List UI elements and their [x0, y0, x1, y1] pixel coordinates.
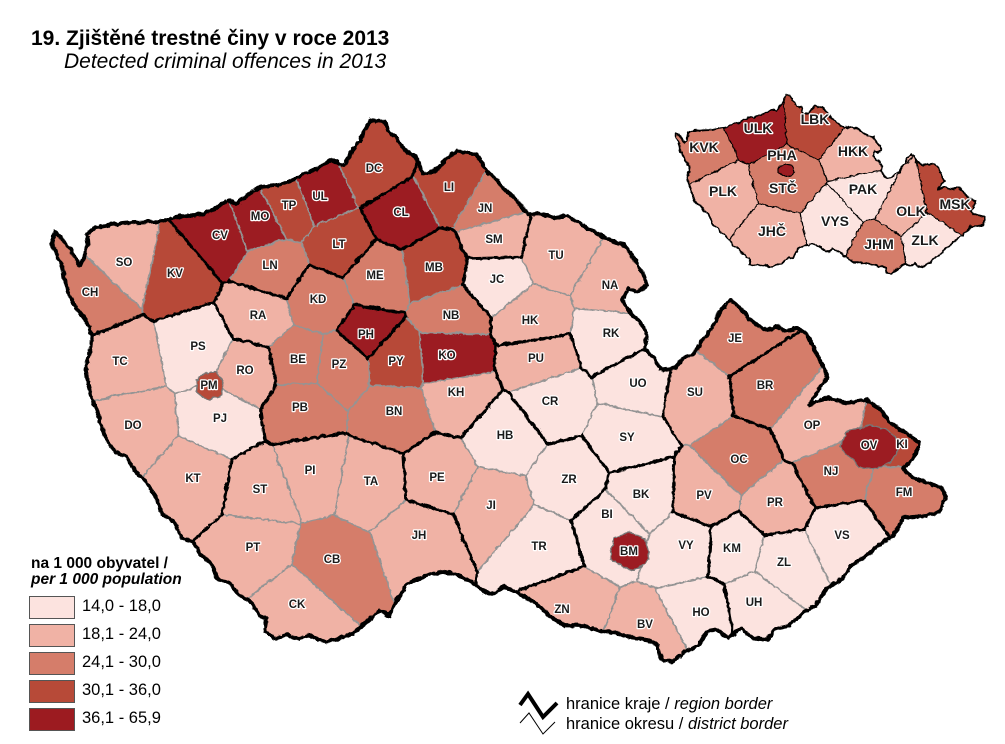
svg-text:ZLK: ZLK: [911, 232, 938, 248]
svg-text:ZR: ZR: [561, 474, 577, 486]
svg-text:CL: CL: [393, 207, 408, 219]
svg-text:ME: ME: [366, 270, 384, 282]
svg-text:PE: PE: [429, 472, 445, 484]
svg-text:SO: SO: [116, 257, 133, 269]
svg-text:KI: KI: [896, 439, 908, 451]
svg-text:ULK: ULK: [744, 120, 773, 136]
svg-text:CV: CV: [212, 230, 228, 242]
svg-text:JHČ: JHČ: [758, 222, 786, 239]
svg-text:OP: OP: [804, 420, 821, 432]
svg-text:TP: TP: [282, 200, 297, 212]
svg-text:CB: CB: [324, 554, 341, 566]
svg-text:JC: JC: [490, 274, 505, 286]
svg-text:ZN: ZN: [554, 604, 569, 616]
svg-text:FM: FM: [896, 487, 913, 499]
svg-text:KO: KO: [438, 350, 455, 362]
svg-text:VS: VS: [834, 530, 850, 542]
svg-text:CH: CH: [82, 287, 99, 299]
svg-text:JHM: JHM: [864, 236, 894, 252]
svg-text:JI: JI: [486, 500, 496, 512]
svg-text:NJ: NJ: [824, 466, 839, 478]
svg-text:OV: OV: [861, 440, 878, 452]
svg-text:PR: PR: [767, 497, 784, 509]
svg-text:NA: NA: [602, 280, 619, 292]
svg-text:BE: BE: [290, 354, 306, 366]
svg-text:UL: UL: [312, 191, 327, 203]
svg-text:BR: BR: [757, 380, 774, 392]
svg-text:PH: PH: [358, 329, 374, 341]
svg-text:LI: LI: [444, 182, 454, 194]
svg-text:LN: LN: [262, 260, 277, 272]
svg-text:PT: PT: [246, 542, 261, 554]
svg-text:OC: OC: [730, 454, 747, 466]
svg-text:MO: MO: [251, 211, 270, 223]
svg-text:TU: TU: [548, 250, 563, 262]
svg-text:RK: RK: [603, 328, 620, 340]
svg-text:KT: KT: [185, 473, 200, 485]
svg-text:PJ: PJ: [213, 413, 227, 425]
svg-text:BV: BV: [637, 619, 653, 631]
svg-text:KM: KM: [723, 543, 741, 555]
svg-text:UH: UH: [746, 597, 763, 609]
svg-text:KVK: KVK: [689, 139, 719, 155]
svg-text:DC: DC: [366, 163, 383, 175]
svg-text:HB: HB: [497, 430, 514, 442]
svg-text:KH: KH: [448, 387, 465, 399]
svg-text:JE: JE: [728, 333, 742, 345]
svg-text:JH: JH: [412, 530, 427, 542]
svg-text:PY: PY: [388, 356, 404, 368]
svg-text:TR: TR: [531, 541, 547, 553]
svg-text:PB: PB: [292, 402, 308, 414]
svg-text:PS: PS: [190, 341, 206, 353]
svg-text:HO: HO: [692, 607, 709, 619]
svg-text:STČ: STČ: [769, 179, 797, 196]
svg-text:TA: TA: [364, 476, 378, 488]
svg-text:RO: RO: [236, 365, 253, 377]
svg-text:TC: TC: [112, 356, 127, 368]
svg-text:BM: BM: [620, 546, 638, 558]
svg-text:PAK: PAK: [849, 181, 878, 197]
svg-text:BN: BN: [386, 406, 403, 418]
svg-text:BI: BI: [601, 509, 613, 521]
svg-text:HK: HK: [522, 315, 539, 327]
svg-text:BK: BK: [633, 489, 650, 501]
svg-text:PLK: PLK: [709, 183, 737, 199]
svg-text:SM: SM: [485, 234, 502, 246]
svg-text:RA: RA: [250, 310, 267, 322]
svg-text:SU: SU: [687, 387, 703, 399]
svg-text:CR: CR: [542, 396, 559, 408]
svg-text:VY: VY: [678, 540, 694, 552]
svg-text:UO: UO: [629, 378, 646, 390]
svg-text:PI: PI: [305, 465, 316, 477]
svg-text:PV: PV: [696, 490, 712, 502]
svg-text:KD: KD: [310, 294, 327, 306]
svg-text:PM: PM: [200, 380, 217, 392]
svg-text:MB: MB: [425, 262, 443, 274]
svg-text:LBK: LBK: [801, 111, 830, 127]
svg-text:SY: SY: [619, 432, 635, 444]
svg-text:PHA: PHA: [767, 147, 797, 163]
svg-text:OLK: OLK: [896, 203, 926, 219]
svg-text:DO: DO: [124, 420, 141, 432]
svg-text:LT: LT: [332, 239, 345, 251]
svg-text:ZL: ZL: [777, 557, 791, 569]
svg-text:VYS: VYS: [821, 213, 849, 229]
svg-text:NB: NB: [443, 310, 460, 322]
svg-text:KV: KV: [167, 268, 183, 280]
svg-text:JN: JN: [478, 203, 493, 215]
svg-text:PZ: PZ: [332, 359, 347, 371]
svg-text:MSK: MSK: [939, 196, 970, 212]
svg-text:CK: CK: [289, 599, 306, 611]
svg-text:PU: PU: [528, 353, 544, 365]
svg-text:ST: ST: [253, 484, 268, 496]
svg-text:HKK: HKK: [838, 143, 868, 159]
